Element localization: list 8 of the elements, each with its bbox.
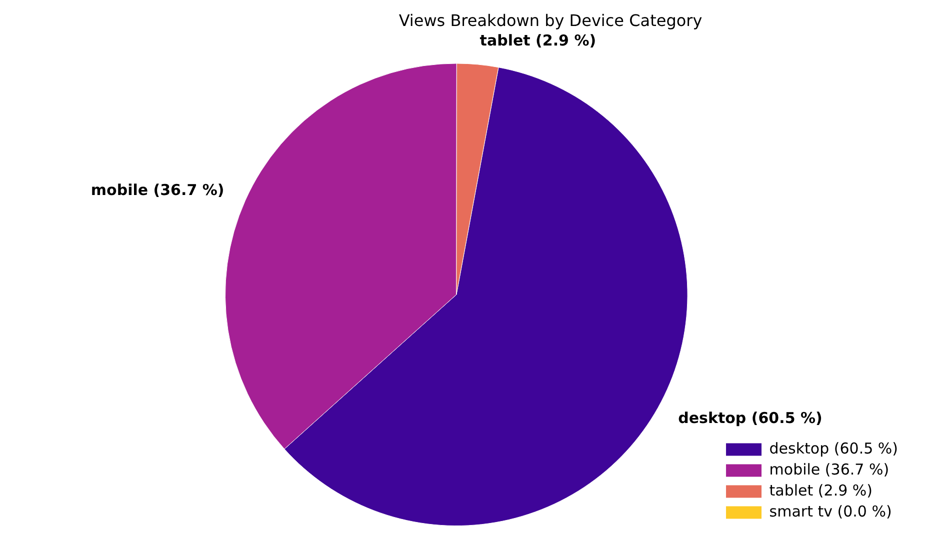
slice-label: tablet (2.9 %) [480,31,596,50]
slice-label: mobile (36.7 %) [90,180,224,199]
legend-label: mobile (36.7 %) [769,460,890,478]
chart-title: Views Breakdown by Device Category [398,10,702,30]
legend-label: desktop (60.5 %) [769,439,898,458]
slice-label: desktop (60.5 %) [678,408,822,427]
legend-label: smart tv (0.0 %) [769,502,892,520]
legend-label: tablet (2.9 %) [769,481,873,500]
